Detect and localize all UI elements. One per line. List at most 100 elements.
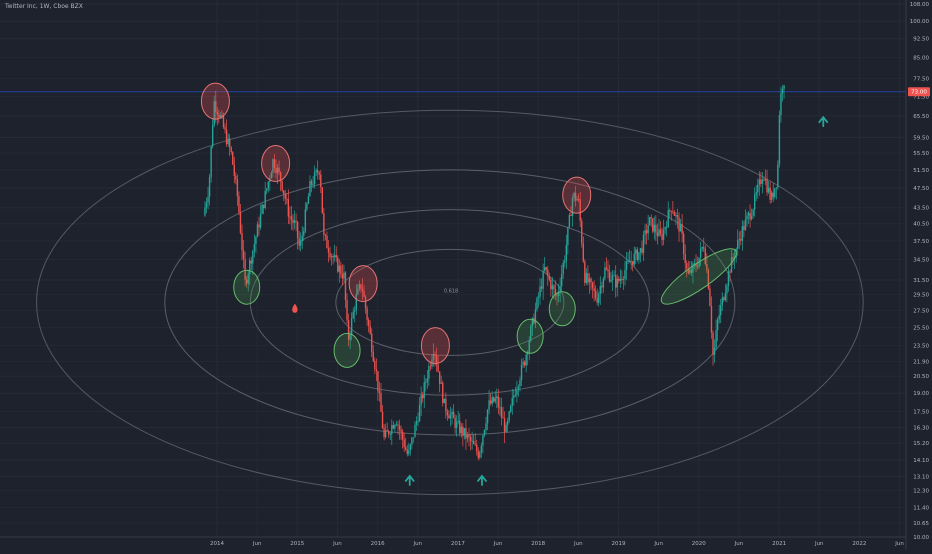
x-tick-label: Jun (493, 541, 503, 547)
candle-body (472, 440, 475, 444)
candle-body (777, 164, 779, 188)
candle-body (513, 395, 515, 398)
candle-body (435, 355, 438, 365)
candle-body (335, 255, 337, 258)
y-tick-label: 92.50 (913, 37, 929, 43)
candle-body (760, 179, 762, 184)
red-circle-marker (200, 82, 230, 120)
candle-body (658, 229, 660, 236)
candle-body (610, 280, 612, 282)
candle-body (627, 260, 629, 262)
y-tick-label: 59.50 (913, 136, 929, 142)
candle-body (516, 389, 518, 396)
ellipse-layer (36, 109, 864, 496)
y-tick-label: 100.00 (910, 19, 930, 25)
candle-body (770, 192, 773, 200)
candle-body (292, 219, 294, 223)
candle-body (757, 184, 759, 193)
green-circle-marker (333, 332, 361, 368)
candle-body (692, 263, 694, 273)
y-tick-label: 71.50 (913, 94, 929, 100)
candle-body (783, 85, 785, 89)
x-tick-label: Jun (894, 541, 904, 547)
candle-body (462, 426, 464, 436)
candle-body (602, 278, 605, 288)
candle-body (432, 354, 435, 360)
candle-body (780, 93, 782, 116)
candle-body (676, 215, 679, 218)
candle-body (672, 211, 674, 213)
candle-body (604, 267, 606, 279)
candle-body (497, 396, 500, 408)
candle-body (652, 218, 654, 232)
candle-body (358, 284, 361, 289)
candle-body (693, 263, 696, 265)
candle-body (245, 279, 248, 284)
candle-body (645, 230, 648, 234)
candle-body (525, 354, 527, 366)
candle-body (537, 296, 540, 299)
candle-body (420, 395, 422, 406)
fib-ellipse (249, 209, 650, 396)
candle-body (232, 152, 234, 165)
candle-body (632, 261, 634, 265)
candle-body (493, 397, 495, 402)
candle-body (519, 380, 521, 387)
candle-body (440, 382, 442, 384)
candle-body (296, 221, 299, 239)
candle-body (764, 179, 767, 181)
red-circle-marker (348, 265, 378, 303)
candle-body (588, 278, 591, 283)
candle-body (443, 398, 446, 404)
candle-body (500, 407, 503, 418)
candle-body (332, 256, 334, 258)
candle-body (483, 429, 486, 436)
candle-body (778, 115, 781, 165)
candle-body (682, 233, 685, 255)
candle-body (394, 425, 396, 429)
candle-body (690, 269, 693, 273)
y-tick-label: 17.50 (913, 410, 929, 416)
candle-body (258, 224, 260, 228)
candle-body (639, 248, 642, 253)
candle-body (499, 407, 501, 409)
x-tick-label: Jun (814, 541, 824, 547)
candle-body (662, 229, 665, 240)
candle-body (710, 305, 713, 333)
candle-body (740, 239, 742, 241)
candle-body (755, 192, 757, 195)
candle-body (290, 216, 293, 220)
candle-body (743, 226, 745, 231)
candle-body (730, 257, 733, 273)
up-arrow-icon (818, 115, 829, 128)
candle-body (455, 421, 458, 428)
candle-body (468, 434, 470, 437)
candle-body (293, 220, 296, 223)
candle-body (703, 247, 705, 249)
candle-body (405, 447, 407, 450)
candle-body (278, 167, 280, 173)
y-tick-label: 31.50 (913, 278, 929, 284)
candle-body (372, 351, 374, 362)
fib-ellipse (164, 169, 736, 436)
candle-body (273, 159, 276, 168)
y-tick-label: 40.50 (913, 222, 929, 228)
candle-body (295, 220, 297, 222)
candle-body (219, 115, 222, 118)
candle-body (448, 415, 450, 419)
candle-body (522, 361, 524, 365)
candle-body (312, 183, 314, 185)
candle-body (526, 352, 529, 355)
candle-body (746, 215, 748, 220)
candle-body (250, 260, 252, 264)
candle-body (653, 224, 656, 232)
candle-body (218, 114, 220, 118)
candle-body (449, 414, 452, 419)
circles-layer (200, 82, 737, 368)
candle-body (418, 405, 421, 422)
candle-body (485, 423, 487, 430)
candle-body (238, 196, 240, 213)
candle-body (622, 279, 625, 280)
candle-body (415, 421, 418, 425)
